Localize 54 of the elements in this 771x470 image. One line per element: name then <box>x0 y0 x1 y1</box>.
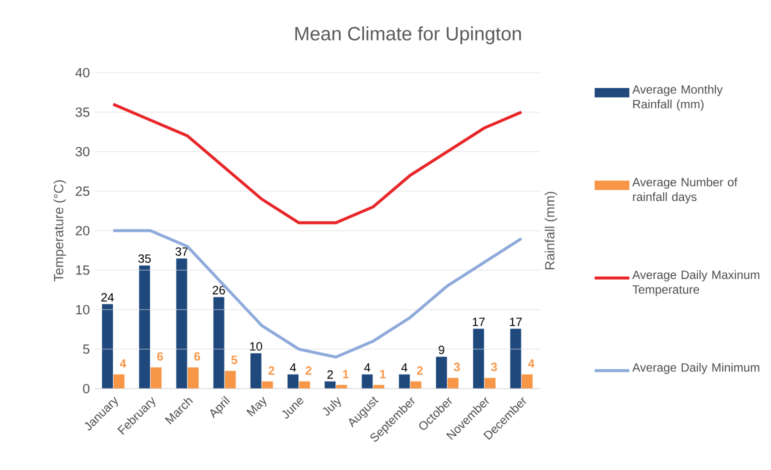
bar <box>213 297 224 389</box>
bar <box>473 328 484 389</box>
bar <box>324 381 336 389</box>
y-axis-title: Temperature (°C) <box>54 180 66 282</box>
y-tick-label: 20 <box>76 226 90 236</box>
y-tick-label: 5 <box>83 344 90 354</box>
y2-axis-title: Rainfall (mm) <box>544 192 558 270</box>
bar <box>250 353 262 389</box>
data-label: 3 <box>491 362 497 372</box>
x-tick-label: July <box>322 397 341 416</box>
y-tick-label: 25 <box>76 186 90 196</box>
bar <box>436 356 447 389</box>
bar <box>102 304 113 389</box>
data-label: 35 <box>138 254 151 263</box>
data-label: 9 <box>438 346 444 354</box>
data-label: 2 <box>268 366 274 375</box>
y-tick-label: 0 <box>83 384 90 394</box>
data-label: 17 <box>510 318 522 326</box>
data-label: 1 <box>343 370 349 378</box>
y-tick-label: 40 <box>75 68 90 78</box>
x-tick-label: May <box>246 396 266 416</box>
chart-title: Mean Climate for Upington <box>295 26 521 44</box>
data-label: 2 <box>416 366 423 375</box>
y-tick-label: 10 <box>76 304 90 314</box>
data-label: 2 <box>306 366 312 375</box>
data-label: 4 <box>290 363 296 372</box>
data-label: 1 <box>380 370 386 378</box>
data-label: 17 <box>472 318 485 326</box>
y-tick-label: 15 <box>76 265 90 275</box>
data-label: 2 <box>327 370 333 379</box>
data-label: 37 <box>175 247 188 256</box>
legend-label: Average Number of rainfall days <box>632 178 738 204</box>
legend-label: Average Monthly Rainfall (mm) <box>632 84 723 111</box>
bar <box>139 266 150 389</box>
data-label: 4 <box>401 363 408 372</box>
data-label: 4 <box>364 363 370 372</box>
data-label: 4 <box>528 359 534 368</box>
bar <box>176 258 188 389</box>
data-label: 24 <box>101 293 114 302</box>
data-label: 6 <box>157 352 163 361</box>
bar <box>398 374 410 389</box>
legend-label: Average Daily Maxinum Temperature <box>632 270 760 296</box>
bar <box>510 328 522 389</box>
data-label: 5 <box>231 356 238 364</box>
y-tick-label: 30 <box>76 146 90 156</box>
data-label: 10 <box>250 342 262 351</box>
data-label: 26 <box>212 286 225 294</box>
legend-label: Average Daily Minimum <box>632 362 760 374</box>
data-label: 6 <box>194 352 200 361</box>
bar <box>288 374 298 389</box>
data-label: 4 <box>120 359 126 368</box>
y-tick-label: 35 <box>76 107 90 117</box>
data-label: 3 <box>454 362 460 372</box>
bar <box>362 374 373 389</box>
